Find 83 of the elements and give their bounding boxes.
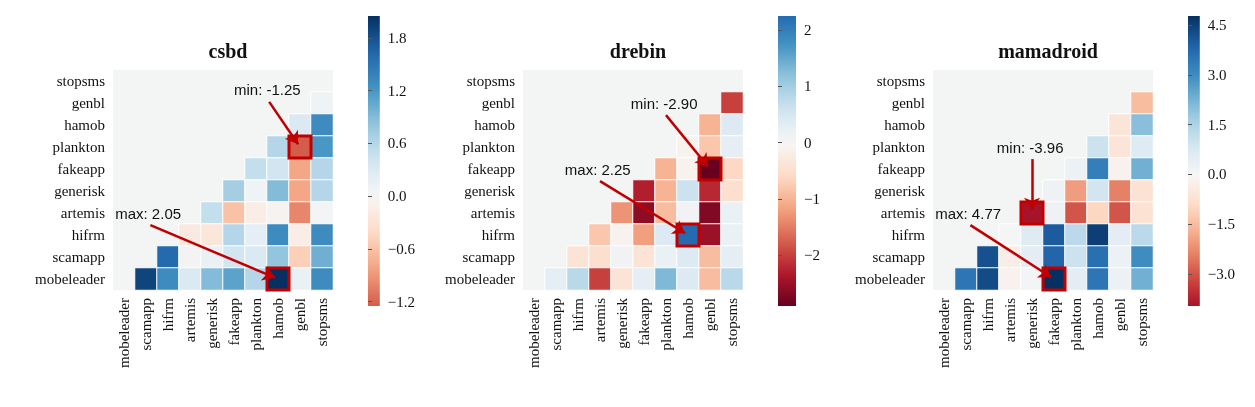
y-tick-label: hamob [64, 117, 105, 133]
x-tick-label: hifrm [980, 297, 996, 332]
x-tick-label: artemis [592, 297, 608, 343]
x-tick-label: generisk [204, 297, 220, 349]
x-tick-label: generisk [614, 297, 630, 349]
y-tick-label: scamapp [872, 249, 925, 265]
y-tick-label: stopsms [876, 73, 926, 89]
x-tick-label: generisk [1024, 297, 1040, 349]
x-tick-label: hamob [680, 298, 696, 339]
x-tick-label: stopsms [724, 297, 740, 347]
y-tick-label: hamob [884, 117, 925, 133]
x-tick-label: stopsms [314, 297, 330, 347]
annotation: min: -1.25 [234, 81, 301, 99]
y-tick-label: hifrm [891, 227, 926, 243]
color-bar-label: 0.6 [387, 135, 408, 152]
y-tick-label: genbl [71, 95, 105, 111]
color-bar-label: −0.6 [387, 240, 416, 257]
y-tick-label: hamob [474, 117, 515, 133]
color-bar-label: −1.5 [1207, 216, 1236, 233]
y-tick-label: fakeapp [467, 161, 515, 177]
x-tick-label: stopsms [1134, 297, 1150, 347]
x-tick-label: genbl [292, 298, 308, 332]
x-tick-label: artemis [182, 297, 198, 343]
y-tick-label: hifrm [481, 227, 516, 243]
chart-title: drebin [609, 40, 667, 62]
color-bar-label: 1.2 [387, 82, 407, 99]
y-tick-label: scamapp [52, 249, 105, 265]
x-tick-label: hifrm [160, 297, 176, 332]
color-bar-label: 0 [804, 134, 812, 151]
y-tick-label: fakeapp [877, 161, 925, 177]
x-tick-label: plankton [658, 297, 674, 351]
annotation: min: -2.90 [630, 94, 698, 112]
color-bar-label: −3.0 [1207, 266, 1236, 283]
x-tick-label: genbl [702, 298, 718, 332]
x-tick-label: hamob [270, 298, 286, 339]
x-tick-label: genbl [1112, 298, 1128, 332]
color-bar-label: 2 [804, 22, 812, 39]
y-tick-label: plankton [872, 139, 926, 155]
x-tick-label: fakeapp [226, 298, 242, 346]
color-bar-label: 0.0 [1207, 166, 1227, 183]
y-tick-label: scamapp [462, 249, 515, 265]
x-tick-label: fakeapp [1046, 298, 1062, 346]
color-bar-label: 1.8 [387, 29, 407, 46]
y-tick-label: hifrm [71, 227, 106, 243]
y-tick-label: generisk [874, 183, 926, 199]
color-bar-label: 4.5 [1207, 16, 1227, 33]
x-tick-label: hifrm [570, 297, 586, 332]
color-bar-label: −1 [804, 191, 820, 208]
y-tick-label: genbl [481, 95, 515, 111]
color-bar-label: 1.5 [1207, 116, 1227, 133]
x-tick-label: plankton [248, 297, 264, 351]
annotation: max: 4.77 [935, 204, 1002, 222]
y-tick-label: stopsms [56, 73, 106, 89]
y-tick-label: artemis [880, 205, 926, 221]
color-bar-label: 3.0 [1207, 66, 1227, 83]
x-tick-label: scamapp [548, 298, 564, 351]
y-tick-label: artemis [60, 205, 106, 221]
x-tick-label: plankton [1068, 297, 1084, 351]
color-bar-label: −2 [804, 247, 820, 264]
y-tick-label: fakeapp [57, 161, 105, 177]
annotation: max: 2.25 [564, 160, 631, 178]
annotation: min: -3.96 [996, 138, 1064, 156]
color-bar-label: −1.2 [387, 293, 416, 310]
x-tick-label: artemis [1002, 297, 1018, 343]
chart-title: mamadroid [998, 40, 1098, 62]
y-tick-label: generisk [54, 183, 106, 199]
x-tick-label: scamapp [138, 298, 154, 351]
color-bar-label: 1 [804, 78, 812, 95]
y-tick-label: genbl [891, 95, 925, 111]
color-bar-label: 0.0 [387, 188, 407, 205]
annotation: max: 2.05 [115, 204, 182, 222]
y-tick-label: generisk [464, 183, 516, 199]
x-tick-label: hamob [1090, 298, 1106, 339]
y-tick-label: mobeleader [35, 271, 105, 287]
y-tick-label: stopsms [466, 73, 516, 89]
y-tick-label: mobeleader [445, 271, 515, 287]
x-tick-label: fakeapp [636, 298, 652, 346]
y-tick-label: artemis [470, 205, 516, 221]
chart-title: csbd [208, 40, 248, 62]
y-tick-label: mobeleader [855, 271, 925, 287]
y-tick-label: plankton [52, 139, 106, 155]
y-tick-label: plankton [462, 139, 516, 155]
x-tick-label: scamapp [958, 298, 974, 351]
